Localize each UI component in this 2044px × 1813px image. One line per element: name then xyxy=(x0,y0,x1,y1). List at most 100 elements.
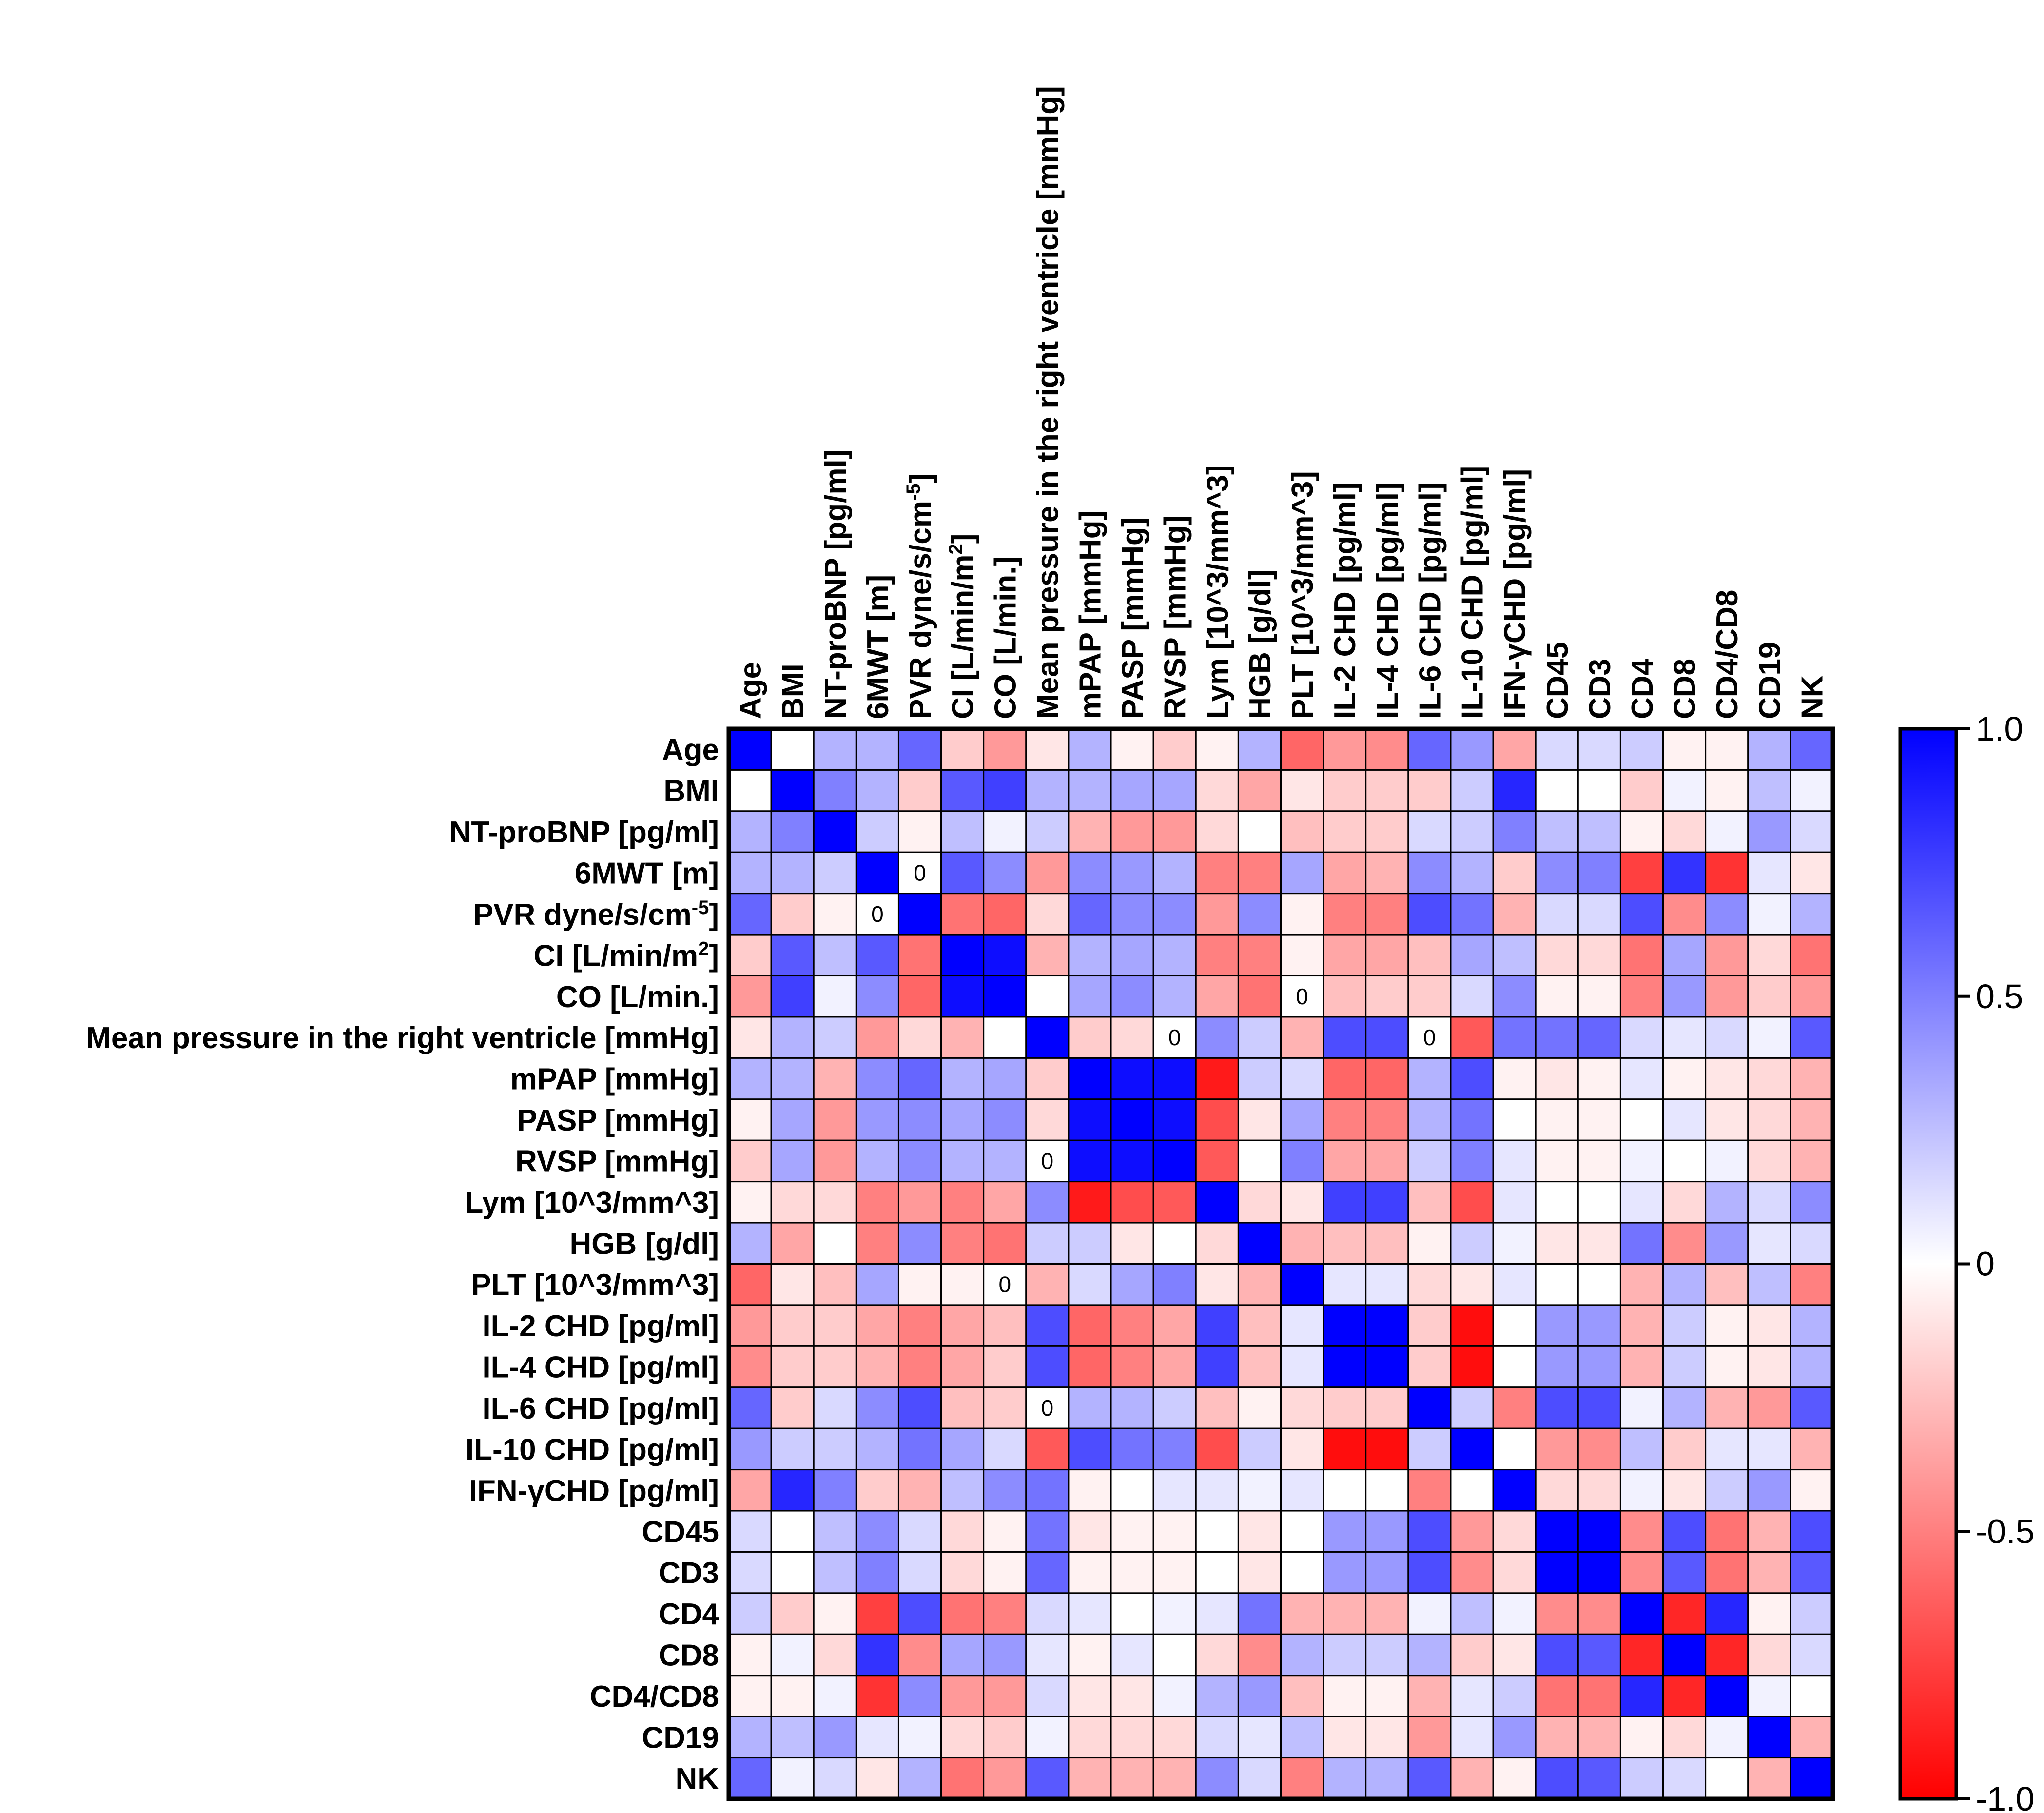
col-label-cd3: CD3 xyxy=(1583,659,1617,719)
heatmap-cell-co-l-min--age xyxy=(728,975,772,1018)
heatmap-cell-co-l-min--ci-l-min-m-2 xyxy=(940,975,985,1018)
heatmap-cell-age--pasp-mmhg xyxy=(1110,728,1154,771)
heatmap-cell-cd8--il-6-chd-pg-ml xyxy=(1407,1633,1452,1677)
heatmap-cell-cd8--hgb-g-dl xyxy=(1237,1633,1282,1677)
heatmap-cell-rvsp-mmhg--cd8 xyxy=(1662,1139,1707,1183)
heatmap-cell-nk--nk xyxy=(1790,1757,1834,1800)
heatmap-cell-hgb-g-dl--rvsp-mmhg xyxy=(1152,1222,1197,1265)
heatmap-cell-age--lym-10-3-mm-3 xyxy=(1195,728,1239,771)
heatmap-cell-il-10-chd-pg-ml--ci-l-min-m-2 xyxy=(940,1427,985,1471)
heatmap-cell-ci-l-min-m-2--bmi xyxy=(770,934,815,977)
heatmap-cell-pasp-mmhg--rvsp-mmhg xyxy=(1152,1098,1197,1141)
heatmap-cell-mean-pressure-in-the-right-ventricle-mmhg--age xyxy=(728,1016,772,1059)
heatmap-cell-lym-10-3-mm-3--mean-pressure-in-the-right-ventricle-mmhg xyxy=(1025,1181,1070,1224)
heatmap-cell-cd45--pvr-dyne-s-cm-5 xyxy=(897,1510,942,1553)
heatmap-cell-il-10-chd-pg-ml--hgb-g-dl xyxy=(1237,1427,1282,1471)
heatmap-cell-cd4--plt-10-3-mm-3 xyxy=(1280,1592,1324,1635)
zero-annotation: 0 xyxy=(1041,1395,1054,1421)
heatmap-cell-cd4--cd4-cd8 xyxy=(1705,1592,1749,1635)
heatmap-cell-il-6-chd-pg-ml--il-10-chd-pg-ml xyxy=(1450,1386,1494,1429)
heatmap-cell-bmi--pvr-dyne-s-cm-5 xyxy=(897,769,942,812)
row-label-age: Age xyxy=(662,733,719,767)
heatmap-cell-bmi--bmi xyxy=(770,769,815,812)
col-labels: Age BMI NT-proBNP [pg/ml] 6MWT [m] PVR dyne/… xyxy=(734,86,1830,719)
heatmap-cell-lym-10-3-mm-3--cd4 xyxy=(1619,1181,1664,1224)
heatmap-cell-cd3--il-2-chd-pg-ml xyxy=(1323,1551,1367,1594)
heatmap-cell-cd8--mpap-mmhg xyxy=(1068,1633,1112,1677)
heatmap-cell-lym-10-3-mm-3--lym-10-3-mm-3 xyxy=(1195,1181,1239,1224)
heatmap-cell-plt-10-3-mm-3--cd45 xyxy=(1535,1263,1579,1306)
heatmap-cell-il-2-chd-pg-ml--mpap-mmhg xyxy=(1068,1304,1112,1347)
heatmap-cell-bmi--lym-10-3-mm-3 xyxy=(1195,769,1239,812)
heatmap-cell-il-4-chd-pg-ml--bmi xyxy=(770,1345,815,1388)
heatmap-cell-il-4-chd-pg-ml--cd8 xyxy=(1662,1345,1707,1388)
heatmap-cell-mean-pressure-in-the-right-ventricle-mmhg--cd3 xyxy=(1577,1016,1621,1059)
heatmap-cell-bmi--il-2-chd-pg-ml xyxy=(1323,769,1367,812)
colorbar-tick-label: 0 xyxy=(1976,1245,1995,1283)
heatmap-cell-cd4--co-l-min xyxy=(983,1592,1027,1635)
heatmap-cell-cd19--hgb-g-dl xyxy=(1237,1716,1282,1759)
heatmap-cell-6mwt-m--cd8 xyxy=(1662,851,1707,895)
heatmap-cell-pvr-dyne-s-cm-5--cd4 xyxy=(1619,893,1664,936)
heatmap-cell-il-6-chd-pg-ml--ifn-chd-pg-ml xyxy=(1492,1386,1537,1429)
heatmap-cell-ifn-chd-pg-ml--plt-10-3-mm-3 xyxy=(1280,1469,1324,1512)
heatmap-cell-age--6mwt-m xyxy=(855,728,899,771)
heatmap-cell-ifn-chd-pg-ml--pasp-mmhg xyxy=(1110,1469,1154,1512)
heatmap-cell-ci-l-min-m-2--age xyxy=(728,934,772,977)
heatmap-cell-cd8--cd4 xyxy=(1619,1633,1664,1677)
heatmap-cell-il-4-chd-pg-ml--pasp-mmhg xyxy=(1110,1345,1154,1388)
heatmap-cell-il-6-chd-pg-ml--il-6-chd-pg-ml xyxy=(1407,1386,1452,1429)
heatmap-cell-6mwt-m--ifn-chd-pg-ml xyxy=(1492,851,1537,895)
heatmap-cell-6mwt-m--plt-10-3-mm-3 xyxy=(1280,851,1324,895)
heatmap-cell-il-10-chd-pg-ml--cd45 xyxy=(1535,1427,1579,1471)
heatmap-cell-6mwt-m--mpap-mmhg xyxy=(1068,851,1112,895)
heatmap-cell-cd45--ci-l-min-m-2 xyxy=(940,1510,985,1553)
heatmap-cell-cd45--bmi xyxy=(770,1510,815,1553)
heatmap-cell-ci-l-min-m-2--il-10-chd-pg-ml xyxy=(1450,934,1494,977)
heatmap-cell-ifn-chd-pg-ml--bmi xyxy=(770,1469,815,1512)
heatmap-cell-il-6-chd-pg-ml--co-l-min xyxy=(983,1386,1027,1429)
heatmap-cell-il-6-chd-pg-ml--plt-10-3-mm-3 xyxy=(1280,1386,1324,1429)
heatmap-cell-ifn-chd-pg-ml--co-l-min xyxy=(983,1469,1027,1512)
heatmap-cell-il-2-chd-pg-ml--cd8 xyxy=(1662,1304,1707,1347)
heatmap-cell-plt-10-3-mm-3--mean-pressure-in-the-right-ventricle-mmhg xyxy=(1025,1263,1070,1306)
heatmap-cell-nk--cd8 xyxy=(1662,1757,1707,1800)
heatmap-cell-pvr-dyne-s-cm-5--cd45 xyxy=(1535,893,1579,936)
heatmap-cell-cd3--plt-10-3-mm-3 xyxy=(1280,1551,1324,1594)
heatmap-cell-cd4-cd8--ci-l-min-m-2 xyxy=(940,1675,985,1717)
heatmap-cell-il-6-chd-pg-ml--nk xyxy=(1790,1386,1834,1429)
heatmap-cell-pvr-dyne-s-cm-5--rvsp-mmhg xyxy=(1152,893,1197,936)
heatmap-cell-pvr-dyne-s-cm-5--co-l-min xyxy=(983,893,1027,936)
heatmap-cell-il-10-chd-pg-ml--cd3 xyxy=(1577,1427,1621,1471)
heatmap-cell-nk--co-l-min xyxy=(983,1757,1027,1800)
heatmap-cell-nt-probnp-pg-ml--mean-pressure-in-the-right-ventricle-mmhg xyxy=(1025,810,1070,853)
col-label-mpap-mmhg: mPAP [mmHg] xyxy=(1073,510,1107,719)
heatmap-cell-age--bmi xyxy=(770,728,815,771)
heatmap-cell-pvr-dyne-s-cm-5--hgb-g-dl xyxy=(1237,893,1282,936)
row-label-il-4-chd-pg-ml: IL-4 CHD [pg/ml] xyxy=(482,1351,719,1384)
heatmap-cell-hgb-g-dl--il-6-chd-pg-ml xyxy=(1407,1222,1452,1265)
heatmap-cell-pasp-mmhg--mean-pressure-in-the-right-ventricle-mmhg xyxy=(1025,1098,1070,1141)
heatmap-cell-cd19--6mwt-m xyxy=(855,1716,899,1759)
heatmap-cell-nt-probnp-pg-ml--cd4 xyxy=(1619,810,1664,853)
heatmap-cell-il-10-chd-pg-ml--co-l-min xyxy=(983,1427,1027,1471)
heatmap-cell-cd4--cd8 xyxy=(1662,1592,1707,1635)
row-label-il-6-chd-pg-ml: IL-6 CHD [pg/ml] xyxy=(482,1392,719,1425)
row-label-il-10-chd-pg-ml: IL-10 CHD [pg/ml] xyxy=(466,1433,719,1466)
heatmap-cell-bmi--il-4-chd-pg-ml xyxy=(1365,769,1409,812)
heatmap-cell-co-l-min--nk xyxy=(1790,975,1834,1018)
heatmap-cell-ifn-chd-pg-ml--mean-pressure-in-the-right-ventricle-mmhg xyxy=(1025,1469,1070,1512)
heatmap-cell-mpap-mmhg--rvsp-mmhg xyxy=(1152,1057,1197,1100)
heatmap-cell-cd19--cd4-cd8 xyxy=(1705,1716,1749,1759)
heatmap-cell-lym-10-3-mm-3--ci-l-min-m-2 xyxy=(940,1181,985,1224)
heatmap-cell-cd8--nk xyxy=(1790,1633,1834,1677)
heatmap-cell-ci-l-min-m-2--il-4-chd-pg-ml xyxy=(1365,934,1409,977)
heatmap-cell-cd3--cd8 xyxy=(1662,1551,1707,1594)
heatmap-cell-lym-10-3-mm-3--nk xyxy=(1790,1181,1834,1224)
heatmap-cell-mpap-mmhg--pvr-dyne-s-cm-5 xyxy=(897,1057,942,1100)
heatmap-cell-cd8--rvsp-mmhg xyxy=(1152,1633,1197,1677)
heatmap-cell-pasp-mmhg--cd4-cd8 xyxy=(1705,1098,1749,1141)
heatmap-cell-ifn-chd-pg-ml--mpap-mmhg xyxy=(1068,1469,1112,1512)
heatmap-cell-co-l-min--cd4-cd8 xyxy=(1705,975,1749,1018)
heatmap-cell-cd8--il-4-chd-pg-ml xyxy=(1365,1633,1409,1677)
